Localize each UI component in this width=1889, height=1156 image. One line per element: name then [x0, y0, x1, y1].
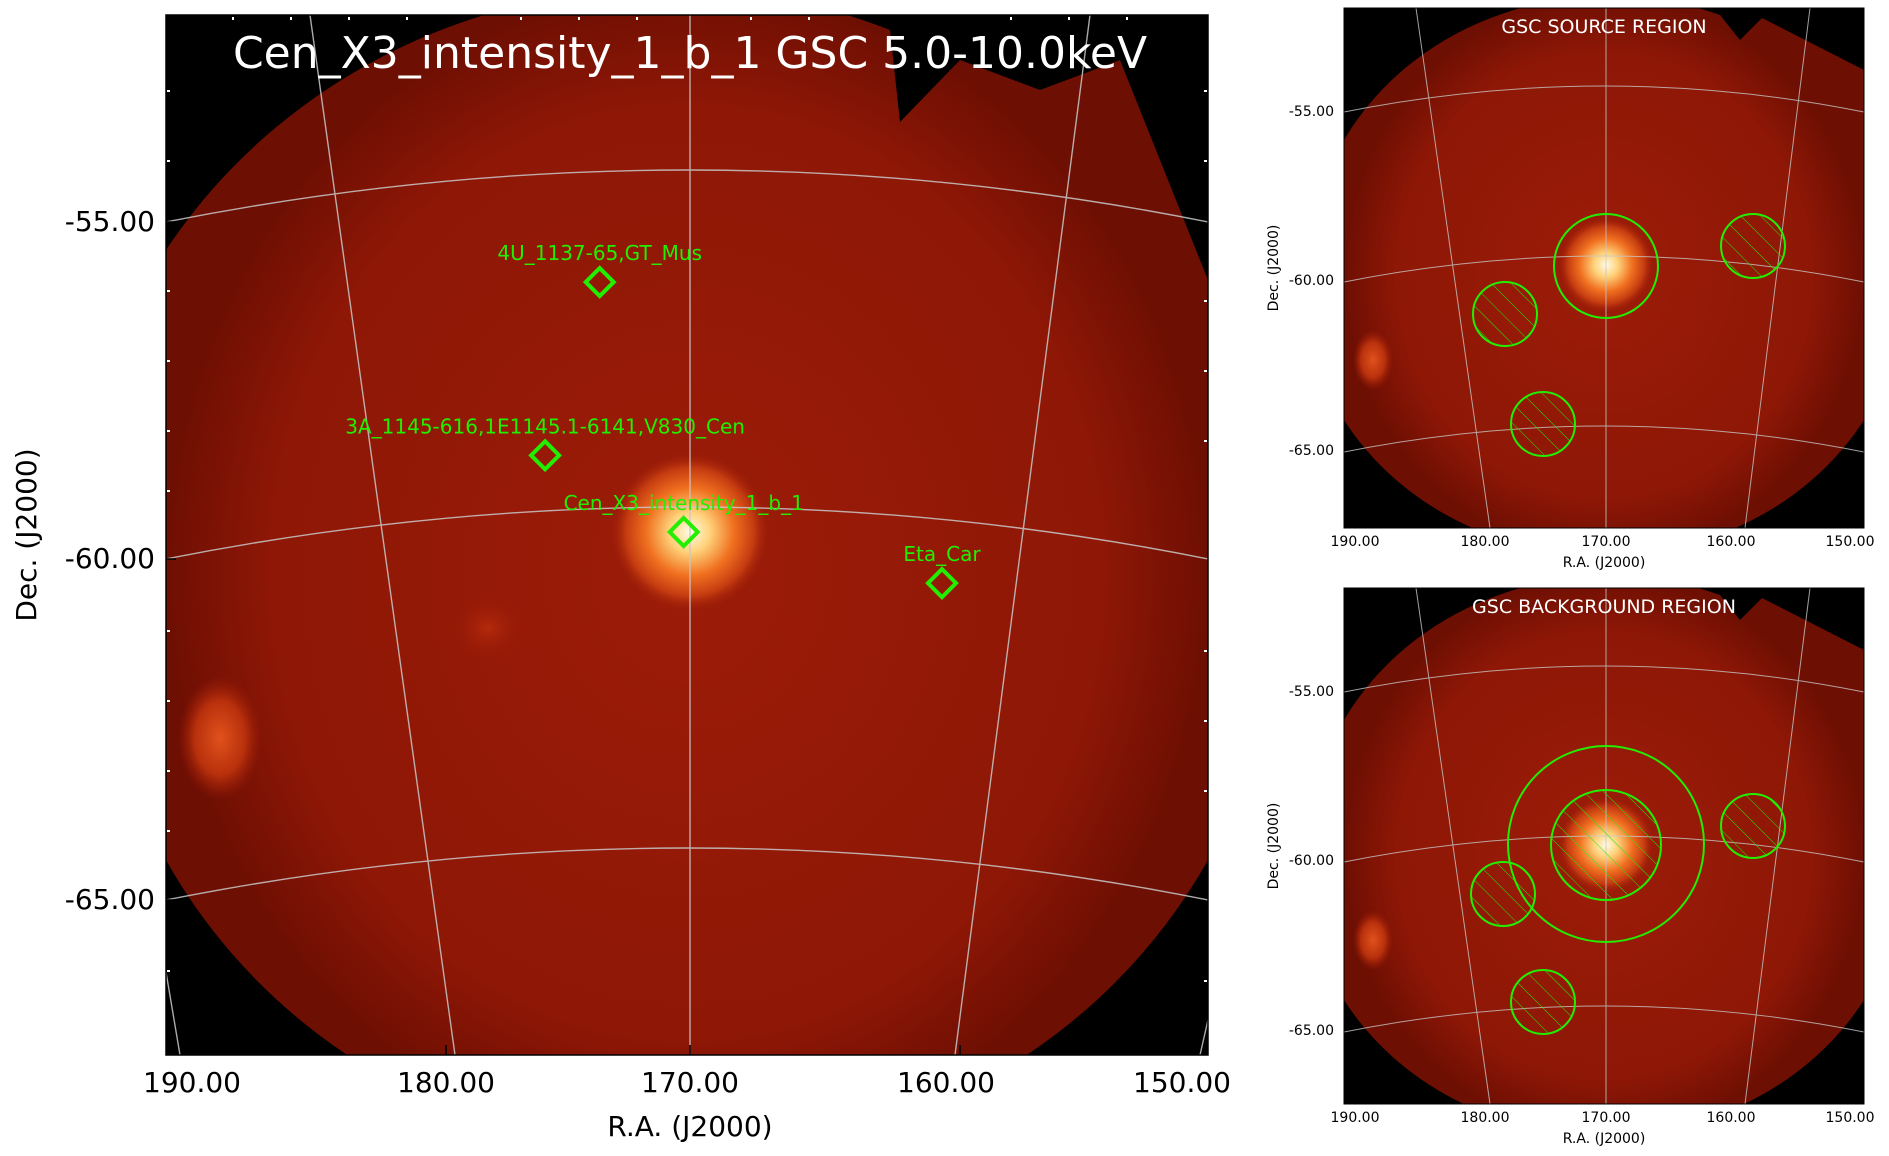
source-plot-frame	[1343, 7, 1865, 529]
source-marker-label: 3A_1145-616,1E1145.1-6141,V830_Cen	[345, 414, 745, 438]
main-edge-source-glow	[178, 676, 262, 800]
background-ytick-label: -60.00	[1289, 853, 1334, 869]
main-ytick-label: -60.00	[65, 542, 155, 575]
source-marker-label: 4U_1137-65,GT_Mus	[497, 241, 702, 265]
background-panel-title: GSC BACKGROUND REGION	[1472, 596, 1736, 618]
excluded-source-circle	[1720, 793, 1786, 859]
main-dim-source-glow	[452, 596, 524, 660]
background-xaxis-label: R.A. (J2000)	[1563, 1131, 1646, 1147]
source-edge-glow	[1353, 330, 1393, 390]
excluded-source-circle	[1470, 861, 1536, 927]
background-yaxis-label: Dec. (J2000)	[1266, 803, 1282, 890]
background-annulus-outer	[1507, 745, 1705, 943]
main-xtick-label: 150.00	[1133, 1066, 1231, 1099]
excluded-source-circle	[1510, 391, 1576, 457]
background-ytick-label: -65.00	[1289, 1023, 1334, 1039]
source-marker-diamond	[582, 265, 617, 299]
source-regions	[1472, 213, 1786, 457]
background-plot-frame	[1343, 587, 1865, 1105]
source-markers: Eta_Car Cen_X3_intensity_1_b_1 3A_1145-616…	[345, 241, 981, 600]
source-xtick-label: 170.00	[1582, 534, 1631, 550]
source-xtick-label: 190.00	[1331, 534, 1380, 550]
background-regions	[1470, 745, 1786, 1035]
background-xtick-label: 150.00	[1826, 1110, 1875, 1126]
main-xtick-label: 160.00	[897, 1066, 995, 1099]
source-xaxis-label: R.A. (J2000)	[1563, 555, 1646, 571]
background-xtick-label: 170.00	[1582, 1110, 1631, 1126]
background-annulus-inner	[1550, 789, 1662, 901]
main-xtick-label: 170.00	[641, 1066, 739, 1099]
source-ytick-label: -55.00	[1289, 104, 1334, 120]
background-xtick-label: 180.00	[1461, 1110, 1510, 1126]
source-yaxis-label: Dec. (J2000)	[1266, 225, 1282, 312]
source-region-panel: GSC SOURCE REGION -55.00 -60.00 -65.00 1…	[1266, 7, 1875, 571]
main-plot-frame	[165, 14, 1209, 1056]
source-panel-title: GSC SOURCE REGION	[1501, 16, 1706, 38]
main-ytick-label: -55.00	[65, 205, 155, 238]
main-xtick-label: 180.00	[397, 1066, 495, 1099]
excluded-source-circle	[1720, 213, 1786, 279]
background-xtick-label: 160.00	[1707, 1110, 1756, 1126]
source-ytick-label: -60.00	[1289, 273, 1334, 289]
source-xtick-label: 150.00	[1826, 534, 1875, 550]
source-marker-label: Eta_Car	[903, 542, 981, 566]
main-xtick-label: 190.00	[143, 1066, 241, 1099]
source-marker-diamond	[666, 515, 701, 549]
source-xtick-label: 180.00	[1461, 534, 1510, 550]
excluded-source-circle	[1472, 281, 1538, 347]
main-coordinate-grid	[166, 15, 1208, 1055]
main-ytick-label: -65.00	[65, 883, 155, 916]
source-ytick-label: -65.00	[1289, 443, 1334, 459]
main-yaxis-label: Dec. (J2000)	[10, 448, 43, 621]
source-marker-label: Cen_X3_intensity_1_b_1	[564, 491, 804, 515]
background-region-panel: GSC BACKGROUND REGION -55.00 -60.00 -65.…	[1266, 587, 1875, 1147]
source-coordinate-grid	[1344, 8, 1864, 528]
source-marker-diamond	[528, 438, 562, 473]
main-xaxis-label: R.A. (J2000)	[607, 1110, 772, 1143]
main-title: Cen_X3_intensity_1_b_1 GSC 5.0-10.0keV	[233, 28, 1147, 79]
background-ytick-label: -55.00	[1289, 684, 1334, 700]
main-ticks	[166, 221, 1206, 1055]
excluded-source-circle	[1510, 969, 1576, 1035]
background-xtick-label: 190.00	[1331, 1110, 1380, 1126]
main-minor-ticks	[167, 17, 1207, 982]
main-map-panel: Cen_X3_intensity_1_b_1 GSC 5.0-10.0keV E…	[10, 14, 1231, 1143]
background-edge-glow	[1353, 910, 1393, 970]
source-marker-diamond	[925, 566, 959, 600]
source-xtick-label: 160.00	[1707, 534, 1756, 550]
source-extraction-circle	[1553, 213, 1659, 319]
